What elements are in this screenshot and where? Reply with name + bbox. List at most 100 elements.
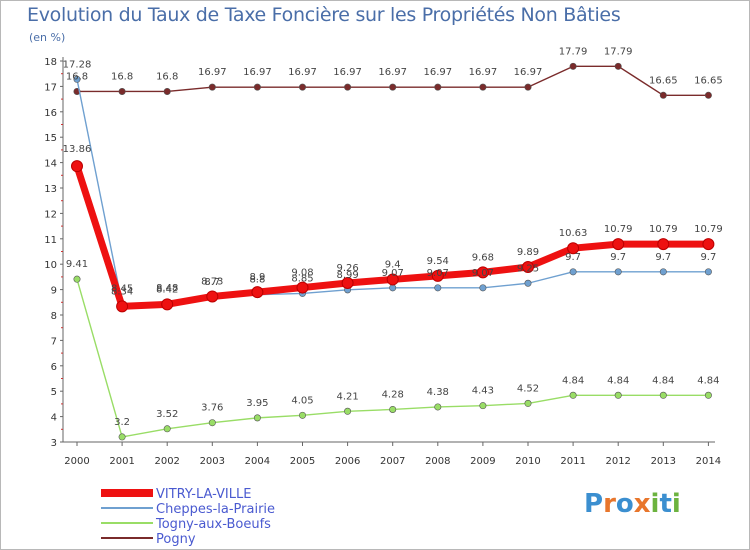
data-point: [434, 403, 442, 411]
data-label: 16.97: [423, 67, 452, 78]
data-point: [389, 405, 397, 413]
data-point: [434, 83, 442, 91]
x-tick-label: 2011: [560, 456, 585, 467]
data-point: [251, 286, 264, 299]
data-label: 4.28: [382, 389, 404, 400]
x-tick-label: 2013: [651, 456, 676, 467]
y-tick-label: 13: [44, 184, 57, 195]
data-label: 10.79: [694, 224, 723, 235]
data-label: 13.86: [63, 144, 92, 155]
data-point: [476, 266, 489, 279]
x-tick-label: 2001: [109, 456, 134, 467]
data-point: [569, 62, 577, 70]
data-point: [296, 281, 309, 294]
data-label: 3.2: [114, 417, 130, 428]
data-label: 17.28: [63, 59, 92, 70]
data-label: 3.95: [246, 398, 268, 409]
x-tick-label: 2005: [290, 456, 315, 467]
y-tick-label: 11: [44, 235, 57, 246]
data-point: [702, 238, 715, 251]
y-tick-label: 5: [51, 387, 57, 398]
data-label: 16.8: [111, 71, 133, 82]
series-pogny: [73, 62, 712, 99]
data-labels-pogny: 16.8 16.8 16.8 16.97 16.97 16.97 16.97 16.97 16.…: [66, 46, 723, 86]
y-tick-label: 14: [44, 159, 57, 170]
chart-subtitle: (en %): [29, 31, 66, 44]
data-label: 8.42: [156, 284, 178, 295]
data-point: [298, 411, 306, 419]
data-labels-cheppes-la-prairie: 17.288.45 8.488.7 8.8 8.85 8.99 9.07 9.07 9.07 9…: [63, 59, 717, 294]
data-point: [161, 298, 174, 311]
logo-letter: r: [603, 489, 616, 519]
data-labels-togny-aux-boeufs: 9.41 3.2 3.52 3.76 3.95 4.05 4.21 4.28 4.38 4.43 4…: [66, 259, 720, 428]
data-label: 17.79: [559, 46, 588, 57]
data-label: 9.07: [427, 268, 449, 279]
data-point: [344, 407, 352, 415]
data-point: [612, 238, 625, 251]
data-label: 8.8: [249, 275, 265, 286]
data-label: 8.48: [156, 283, 178, 294]
data-point: [431, 269, 444, 282]
data-label: 8.9: [249, 272, 265, 283]
x-tick-label: 2014: [696, 456, 721, 467]
data-point: [118, 433, 126, 441]
data-label: 16.97: [514, 67, 543, 78]
data-label: 4.84: [652, 375, 674, 386]
data-label: 4.84: [697, 375, 719, 386]
logo-letter: i: [671, 489, 681, 519]
data-label: 9.25: [517, 263, 539, 274]
x-tick-label: 2010: [515, 456, 540, 467]
data-label: 8.73: [201, 276, 223, 287]
data-point: [522, 260, 534, 273]
data-point: [659, 391, 667, 399]
proxiti-logo: Proxiti: [584, 489, 681, 519]
data-label: 16.65: [649, 75, 678, 86]
data-point: [569, 391, 577, 399]
data-point: [524, 279, 532, 287]
data-label: 8.34: [111, 286, 133, 297]
data-label: 3.76: [201, 403, 223, 414]
data-point: [116, 300, 129, 313]
legend-label: Pogny: [156, 532, 196, 547]
data-point: [163, 87, 171, 95]
data-label: 10.79: [604, 224, 633, 235]
data-point: [657, 238, 670, 251]
series-vitry-la-ville: [71, 160, 715, 313]
data-label: 16.97: [243, 67, 272, 78]
y-tick-label: 7: [51, 336, 57, 347]
data-label: 16.8: [156, 71, 178, 82]
legend-item: VITRY-LA-VILLE: [101, 487, 251, 502]
data-label: 9.26: [336, 263, 358, 274]
data-label: 4.84: [607, 375, 629, 386]
data-point: [704, 91, 712, 99]
data-label: 4.21: [336, 391, 358, 402]
x-tick-label: 2004: [245, 456, 270, 467]
data-label: 3.52: [156, 409, 178, 420]
data-label: 8.99: [336, 270, 358, 281]
data-point: [344, 83, 352, 91]
data-point: [386, 273, 399, 286]
series-togny-aux-boeufs: [73, 275, 712, 441]
data-label: 8.45: [111, 284, 133, 295]
x-tick-label: 2003: [200, 456, 225, 467]
data-label: 4.05: [291, 395, 313, 406]
y-tick-label: 10: [44, 260, 57, 271]
data-point: [659, 91, 667, 99]
data-label: 16.97: [333, 67, 362, 78]
data-label: 9.7: [655, 252, 671, 263]
data-label: 9.07: [472, 268, 494, 279]
data-label: 9.68: [472, 252, 494, 263]
data-label: 16.97: [469, 67, 498, 78]
data-point: [389, 284, 397, 292]
data-point: [208, 83, 216, 91]
y-tick-label: 18: [44, 57, 57, 68]
x-tick-label: 2008: [425, 456, 450, 467]
x-tick-label: 2012: [605, 456, 630, 467]
data-point: [614, 391, 622, 399]
data-point: [208, 419, 216, 427]
data-point: [659, 268, 667, 276]
data-point: [479, 83, 487, 91]
y-tick-label: 6: [51, 362, 57, 373]
